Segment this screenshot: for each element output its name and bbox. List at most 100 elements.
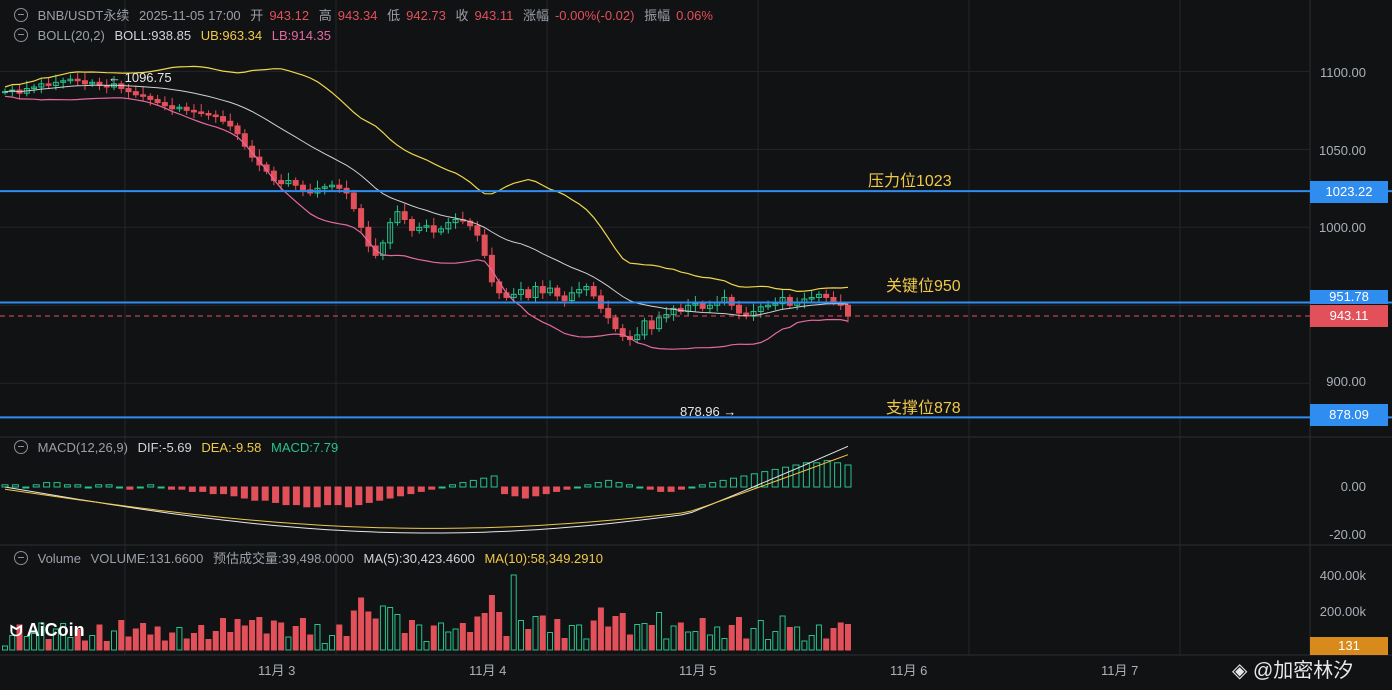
- change-label: 涨幅: [522, 8, 549, 23]
- volume-bar: [663, 638, 670, 651]
- close-value: 943.11: [474, 8, 514, 23]
- price-tick: 1100.00: [1319, 65, 1366, 80]
- candle-body: [583, 286, 590, 291]
- volume-bar: [408, 620, 415, 651]
- candle-body: [299, 184, 306, 191]
- volume-bar: [714, 626, 721, 651]
- volume-current-tag: 131: [1310, 637, 1388, 655]
- volume-ma10: MA(10):58,349.2910: [484, 551, 603, 566]
- settings-icon[interactable]: [14, 8, 28, 22]
- macd-bar: [240, 486, 248, 499]
- candle-body: [38, 83, 45, 88]
- volume-bar: [394, 614, 401, 651]
- volume-bar: [590, 620, 597, 651]
- macd-bar: [802, 462, 810, 488]
- volume-bar: [103, 641, 110, 651]
- aicoin-logo: ᗢ AiCoin: [10, 620, 85, 640]
- boll-ub: UB:963.34: [200, 28, 263, 43]
- volume-bar: [517, 620, 524, 651]
- macd-bar: [521, 486, 529, 499]
- volume-bar: [31, 633, 38, 651]
- macd-bar: [32, 484, 40, 488]
- volume-value: VOLUME:131.6600: [90, 551, 204, 566]
- volume-bar: [706, 634, 713, 651]
- boll-label[interactable]: BOLL(20,2): [37, 28, 105, 43]
- candle-body: [234, 125, 241, 135]
- low-label: 低: [387, 8, 401, 23]
- macd-bar: [95, 484, 103, 488]
- candle-body: [670, 307, 677, 316]
- x-tick: 11月 3: [258, 663, 296, 678]
- macd-bar: [688, 486, 696, 489]
- macd-bar: [84, 486, 92, 489]
- candle-body: [576, 289, 583, 294]
- macd-bar: [625, 484, 633, 488]
- volume-bar: [205, 639, 212, 651]
- volume-bar: [81, 640, 88, 651]
- boll-header: BOLL(20,2) BOLL:938.85 UB:963.34 LB:914.…: [14, 28, 337, 43]
- candle-body: [757, 306, 764, 313]
- volume-bar: [779, 615, 786, 651]
- collapse-icon[interactable]: [14, 551, 28, 565]
- volume-bar: [372, 618, 379, 651]
- candle-body: [590, 286, 597, 297]
- candle-body: [699, 303, 706, 309]
- low-value: 942.73: [406, 8, 446, 23]
- volume-bar: [190, 633, 197, 651]
- macd-label[interactable]: MACD(12,26,9): [37, 440, 128, 455]
- macd-bar: [750, 473, 758, 488]
- volume-bar: [786, 627, 793, 651]
- candle-body: [532, 286, 539, 298]
- candle-body: [161, 102, 168, 107]
- open-label: 开: [250, 8, 264, 23]
- macd-bar: [1, 484, 9, 488]
- macd-bar: [251, 486, 259, 501]
- collapse-icon[interactable]: [14, 28, 28, 42]
- volume-bar: [772, 631, 779, 651]
- macd-bar: [324, 486, 332, 506]
- volume-bar: [67, 637, 74, 651]
- volume-bar: [132, 628, 139, 651]
- volume-bar: [278, 622, 285, 651]
- volume-bar: [336, 624, 343, 651]
- candle-body: [539, 286, 546, 294]
- collapse-icon[interactable]: [14, 440, 28, 454]
- macd-bar: [730, 477, 738, 488]
- candle-body: [292, 180, 299, 186]
- volume-bar: [845, 624, 851, 651]
- volume-bar: [583, 638, 590, 651]
- candle-body: [561, 295, 568, 302]
- volume-bar: [2, 645, 8, 651]
- volume-bar: [452, 628, 459, 651]
- candle-body: [779, 296, 786, 305]
- macd-bar: [292, 486, 300, 506]
- macd-bar: [417, 486, 425, 492]
- macd-bar: [209, 486, 217, 495]
- volume-bar: [699, 618, 706, 651]
- macd-tick: 0.00: [1340, 479, 1366, 494]
- x-tick: 11月 7: [1101, 663, 1139, 678]
- volume-bar: [343, 636, 350, 651]
- candle-body: [517, 289, 524, 295]
- volume-bar: [234, 619, 241, 651]
- macd-bar: [199, 486, 207, 492]
- macd-bar: [334, 486, 342, 506]
- macd-bar: [220, 486, 228, 495]
- volume-bar: [677, 622, 684, 651]
- candle-body: [474, 225, 481, 236]
- macd-bar: [157, 486, 165, 489]
- volume-label[interactable]: Volume: [37, 551, 81, 566]
- candle-body: [358, 208, 365, 228]
- volume-bar: [597, 607, 604, 651]
- volume-bar: [532, 616, 539, 651]
- symbol-label[interactable]: BNB/USDT永续: [37, 8, 130, 23]
- macd-bar: [834, 462, 842, 488]
- candle-body: [45, 83, 52, 86]
- candle-body: [823, 293, 830, 298]
- candle-body: [190, 109, 197, 113]
- candle-body: [147, 95, 154, 100]
- macd-bar: [376, 486, 384, 501]
- macd-value: MACD:7.79: [270, 440, 339, 455]
- volume-bar: [467, 632, 474, 651]
- macd-bar: [438, 486, 446, 489]
